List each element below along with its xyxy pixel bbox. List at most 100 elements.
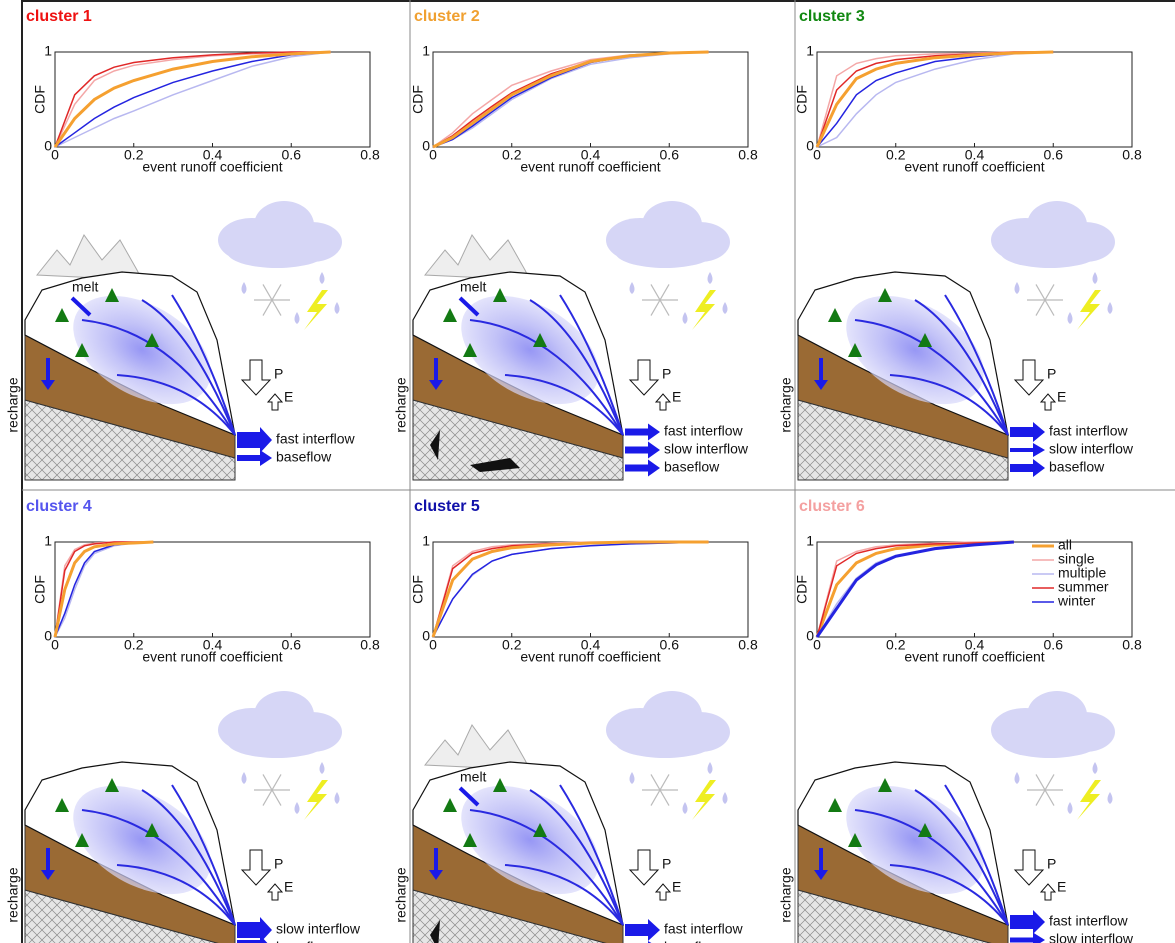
- cdf-line: [432, 541, 709, 638]
- flow-arrow: [625, 423, 660, 441]
- recharge-arrow: [429, 848, 443, 880]
- x-tick-label: 0.6: [660, 147, 680, 163]
- cdf-line: [432, 51, 709, 148]
- x-axis-label: event runoff coefficient: [520, 649, 660, 665]
- cdf-plot: 0 0.2 0.4 0.6 0.8 0 1 event runoff coefficient C…: [794, 533, 1142, 665]
- cdf-line: [54, 51, 331, 148]
- stream-channel: [854, 319, 1009, 436]
- panel-title: cluster 5: [414, 498, 480, 515]
- snowflake-arm: [1035, 774, 1055, 806]
- x-tick-label: 0: [429, 147, 437, 163]
- tree: [848, 833, 862, 847]
- flow-arrow: [237, 427, 272, 453]
- flow-label: slow interflow: [1049, 931, 1134, 943]
- p-arrow: [240, 849, 272, 886]
- cloud: [218, 201, 342, 268]
- stream-channel: [504, 864, 624, 926]
- e-label: E: [1057, 879, 1066, 895]
- e-label: E: [1057, 389, 1066, 405]
- lightning: [1077, 290, 1101, 330]
- cdf-line: [432, 51, 709, 148]
- lightning: [692, 780, 716, 820]
- raindrop: [707, 272, 713, 284]
- e-arrow: [654, 393, 672, 411]
- x-tick-label: 0.8: [1122, 147, 1142, 163]
- tree: [493, 288, 507, 302]
- x-tick-label: 0.2: [886, 637, 906, 653]
- saturated-area: [846, 785, 984, 895]
- raindrop: [241, 772, 247, 784]
- recharge-arrow: [814, 358, 828, 390]
- snowflake-arm: [1035, 284, 1055, 316]
- y-tick-label: 1: [806, 43, 814, 59]
- flow-arrow: [1010, 910, 1045, 934]
- cloud: [606, 691, 730, 758]
- tree: [463, 833, 477, 847]
- plot-frame: [54, 541, 371, 638]
- x-axis-label: event runoff coefficient: [520, 159, 660, 175]
- cloud-part: [227, 236, 327, 268]
- tree: [918, 333, 932, 347]
- y-tick-label: 0: [422, 138, 430, 154]
- flow-label: baseflow: [276, 449, 332, 465]
- tree: [55, 798, 69, 812]
- x-tick-label: 0: [51, 637, 59, 653]
- legend-label: single: [1058, 551, 1095, 567]
- cdf-line: [432, 541, 709, 638]
- recharge-arrow: [41, 358, 55, 390]
- x-tick-label: 0.6: [1044, 637, 1064, 653]
- raindrop: [722, 792, 728, 804]
- legend-label: multiple: [1058, 565, 1106, 581]
- plot-frame: [432, 51, 749, 148]
- cdf-plot: 0 0.2 0.4 0.6 0.8 0 1 event runoff coefficient C…: [410, 533, 758, 665]
- x-tick-label: 0.6: [282, 637, 302, 653]
- y-tick-label: 0: [806, 628, 814, 644]
- y-tick-label: 0: [422, 628, 430, 644]
- tree: [848, 343, 862, 357]
- stream-channel: [469, 319, 624, 436]
- recharge-label: recharge: [5, 377, 21, 432]
- snowflake: [254, 284, 290, 316]
- legend-label: winter: [1057, 593, 1096, 609]
- stream-channel: [889, 374, 1009, 436]
- recharge-arrow: [429, 358, 443, 390]
- cdf-line: [432, 51, 709, 148]
- recharge-label: recharge: [393, 867, 409, 922]
- snowflake-arm: [650, 284, 670, 316]
- stream-channel: [944, 294, 1009, 436]
- tree: [443, 798, 457, 812]
- y-tick-label: 1: [422, 43, 430, 59]
- melt-arrow: [70, 296, 92, 317]
- e-arrow: [266, 393, 284, 411]
- recharge-arrow: [814, 848, 828, 880]
- y-tick-label: 1: [44, 533, 52, 549]
- snowflake: [642, 284, 678, 316]
- cdf-line: [815, 540, 1015, 638]
- x-tick-label: 0.2: [502, 147, 522, 163]
- x-tick-label: 0: [429, 637, 437, 653]
- snowflake-arm: [262, 774, 282, 806]
- cloud-part: [1000, 236, 1100, 268]
- raindrop: [629, 282, 635, 294]
- p-label: P: [662, 366, 671, 382]
- stream-channel: [559, 294, 624, 436]
- flow-label: fast interflow: [664, 423, 743, 439]
- plot-frame: [816, 51, 1133, 148]
- x-tick-label: 0.2: [502, 637, 522, 653]
- y-axis-label: CDF: [410, 575, 426, 604]
- saturated-area: [73, 295, 211, 405]
- y-tick-label: 0: [806, 138, 814, 154]
- x-tick-label: 0.6: [1044, 147, 1064, 163]
- cdf-line: [432, 50, 709, 149]
- rock-fracture: [430, 430, 520, 472]
- panel-borders: [21, 0, 1175, 943]
- p-arrow: [1013, 359, 1045, 396]
- tree: [533, 333, 547, 347]
- recharge-arrow: [41, 848, 55, 880]
- cdf-line: [816, 541, 1014, 638]
- tree: [918, 823, 932, 837]
- saturated-area: [73, 785, 211, 895]
